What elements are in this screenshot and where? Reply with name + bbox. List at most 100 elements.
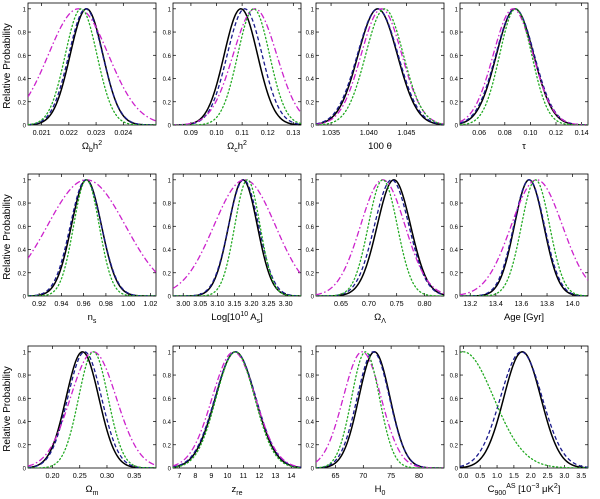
y-tick-label: 0.8 [306,31,315,37]
series-green-dotted [316,179,444,296]
series-green-dotted [28,179,156,296]
y-tick-label: 0 [455,124,459,130]
x-tick-label: 0.10 [210,128,224,137]
series-green-dotted [460,179,588,296]
plot-frame [27,173,157,297]
y-tick-label: 0.6 [450,397,459,403]
y-tick-label: 0.2 [450,271,459,277]
y-tick-label: 0.8 [163,31,172,37]
y-tick-label: 0.4 [163,77,172,83]
x-tick-label: 65 [331,471,339,480]
y-tick-label: 0.4 [18,248,27,254]
y-tick-label: 0.2 [306,271,315,277]
x-tick-label: 2.0 [526,471,536,480]
series-group [316,8,444,125]
series-navy-dashed [460,8,588,125]
x-tick-label: 3.0 [559,471,569,480]
y-tick-label: 0.2 [450,100,459,106]
y-tick-label: 0.8 [18,374,27,380]
x-tick-label: 0.022 [60,128,78,137]
x-tick-label: 0.024 [114,128,132,137]
x-tick-label: 13.4 [489,299,503,308]
plot-frame [27,345,157,469]
y-tick-label: 0.2 [163,271,172,277]
y-tick-label: 0.6 [450,225,459,231]
y-tick-label: 0.8 [450,202,459,208]
x-tick-label: 0.98 [99,299,113,308]
x-tick-label: 0.25 [73,471,87,480]
x-tick-label: 1.5 [509,471,519,480]
y-tick-label: 0 [168,467,172,473]
series-green-dotted [28,8,156,125]
y-tick-label: 1 [23,7,27,13]
x-tick-label: 75 [387,471,395,480]
x-tick-label: 14.0 [566,299,580,308]
y-tick-label: 0.4 [306,77,315,83]
x-tick-label: 0.11 [235,128,248,137]
plot-frame [27,2,157,126]
x-tick-label: 8 [193,471,197,480]
x-tick-label: 0.75 [390,299,404,308]
x-tick-label: 13.8 [540,299,554,308]
y-tick-label: 0.6 [306,225,315,231]
x-tick-label: 3.25 [262,299,276,308]
series-green-dotted [460,351,588,468]
panel-2: 0 0.2 0.4 0.6 0.8 1 0.09 0.10 0.11 0.12 0.13 Ωch2 [163,2,302,154]
y-tick-label: 0.2 [163,100,172,106]
series-group [28,8,156,125]
plot-frame [172,345,302,469]
series-group [28,179,156,296]
y-tick-label: 0.6 [163,225,172,231]
y-tick-label: 0.8 [450,31,459,37]
plot-frame [172,2,302,126]
x-tick-label: 0.13 [286,128,300,137]
x-axis-label: H0 [375,484,386,497]
plot-frame [315,345,445,469]
y-tick-label: 0.2 [18,443,27,449]
ylabel-row-3: Relative Probability [2,366,13,452]
y-tick-label: 0.8 [306,202,315,208]
series-navy-dashed [173,179,301,296]
series-group [28,351,156,468]
x-tick-label: 14 [287,471,295,480]
y-tick-label: 0.2 [18,100,27,106]
series-magenta-dashdot [173,351,301,468]
y-tick-label: 0.6 [306,54,315,60]
y-tick-label: 0.8 [18,31,27,37]
y-tick-label: 1 [455,350,459,356]
y-tick-label: 1 [168,178,172,184]
series-navy-dashed [28,179,156,296]
panels: 00.20.40.60.810.021 0.022 0.023 0.024Ωbh200… [18,2,589,497]
y-tick-label: 0 [311,124,315,130]
panel-10: 0 0.2 0.4 0.6 0.8 1 7 8 9 10 11 12 13 14 zre [163,345,302,497]
y-tick-label: 0 [23,124,27,130]
x-tick-label: 0.021 [33,128,51,137]
series-group [460,351,588,468]
x-axis-label: Ωbh2 [82,140,102,154]
series-magenta-dashdot [460,179,588,296]
y-tick-label: 0.2 [306,443,315,449]
y-tick-label: 0.4 [18,77,27,83]
y-tick-label: 0 [455,467,459,473]
x-tick-label: 0.70 [362,299,376,308]
y-tick-label: 0 [455,295,459,301]
y-tick-label: 0 [168,295,172,301]
x-tick-label: 3.10 [210,299,224,308]
series-group [173,179,301,296]
series-magenta-dashdot [28,351,156,467]
x-tick-label: 0.10 [523,128,537,137]
plot-frame [459,173,589,297]
series-group [460,8,588,125]
plot-frame [315,173,445,297]
series-magenta-dashdot [28,8,156,122]
x-tick-label: 0.5 [475,471,485,480]
y-tick-label: 0.6 [450,54,459,60]
series-green-dotted [173,179,301,296]
y-tick-label: 1 [311,178,315,184]
series-group [173,8,301,125]
x-tick-label: 80 [415,471,423,480]
x-tick-label: 0.14 [575,128,589,137]
x-tick-label: 0.12 [549,128,563,137]
series-magenta-dashdot [173,8,301,125]
y-tick-label: 0.8 [163,374,172,380]
